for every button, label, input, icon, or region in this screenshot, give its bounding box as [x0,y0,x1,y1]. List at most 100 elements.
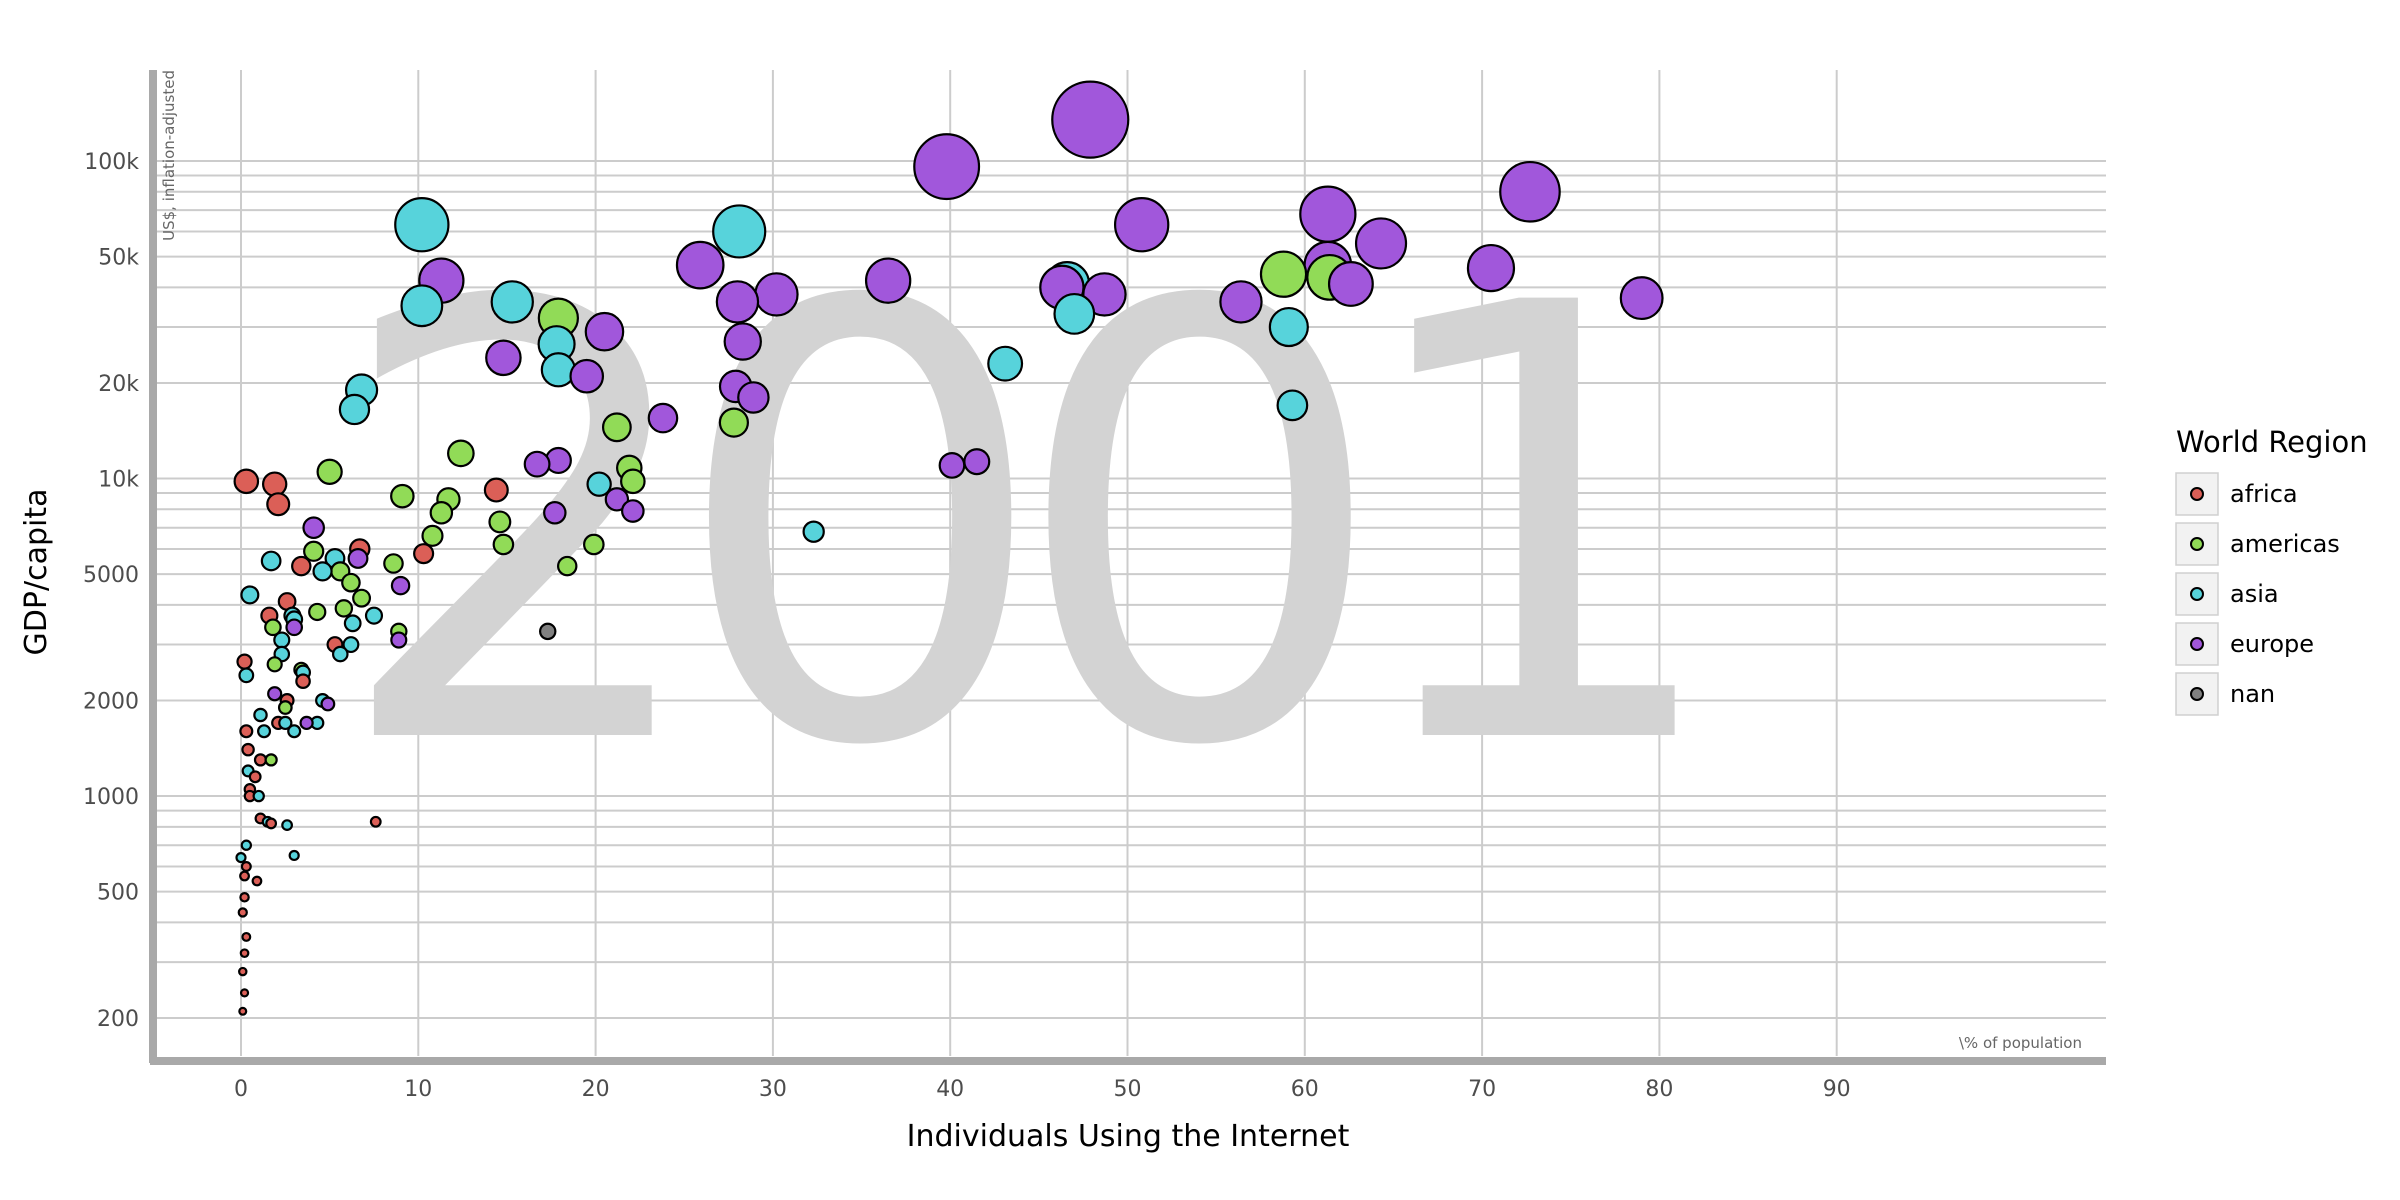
data-point-asia [400,284,444,328]
data-point-asia [802,520,825,543]
data-point-asia [332,645,349,663]
data-point-americas [303,540,325,562]
data-point-africa [241,742,255,757]
data-point-asia [260,550,282,572]
data-point-americas [421,524,444,547]
data-point-europe [543,501,567,525]
y-axis-title: GDP/capita [19,489,54,656]
data-point-africa [291,555,312,577]
data-point-europe [347,548,369,569]
data-point-asia [287,724,302,739]
data-point-europe [569,358,605,394]
data-point-americas [316,458,343,485]
data-point-europe [285,618,304,637]
data-point-europe [485,339,522,377]
data-point-europe [299,715,314,731]
data-point-africa [261,471,288,497]
data-point-africa [241,931,252,942]
data-point-asia [1053,292,1096,335]
data-point-asia [394,197,450,253]
data-point-asia [235,852,247,864]
data-point-asia [586,471,612,497]
legend-title: World Region [2176,425,2368,459]
data-point-asia [1276,389,1309,422]
data-point-europe [864,257,912,304]
data-point-americas [583,533,605,556]
y-tick-label: 2000 [83,689,139,714]
x-tick-label: 30 [759,1077,787,1102]
data-point-asia [1268,306,1309,348]
data-point-asia [312,561,333,582]
data-point-americas [429,501,454,525]
data-point-africa [236,653,253,670]
data-point-europe [1219,280,1263,324]
data-point-americas [718,407,749,438]
data-point-americas [308,602,327,622]
y-tick-label: 500 [97,881,139,906]
x-tick-label: 60 [1291,1077,1319,1102]
y-tick-label: 100k [84,150,139,175]
data-point-africa [238,966,248,977]
data-point-europe [267,686,283,702]
data-point-europe [715,280,760,324]
y-tick-label: 1000 [83,785,139,810]
data-point-asia [252,789,265,803]
data-point-europe [675,240,725,290]
legend-label-africa: africa [2230,480,2298,508]
data-point-asia [240,839,253,851]
data-point-africa [413,543,435,565]
axes [149,70,2106,1065]
legend-marker-africa [2190,487,2204,501]
x-tick-label: 70 [1468,1077,1496,1102]
y-tick-label: 10k [98,468,139,493]
data-point-europe [913,133,981,201]
data-point-europe [1051,80,1130,159]
data-point-americas [264,618,282,637]
data-point-africa [237,907,248,918]
data-point-africa [295,673,311,689]
data-point-africa [251,875,263,887]
data-point-asia [281,819,293,832]
data-point-europe [938,452,966,479]
legend-marker-americas [2190,537,2204,551]
x-tick-label: 0 [234,1077,248,1102]
data-point-europe [584,311,625,352]
data-point-americas [447,439,475,468]
data-point-americas [488,510,512,534]
data-point-europe [621,499,645,523]
legend-marker-asia [2190,587,2204,601]
data-point-africa [239,948,250,959]
data-point-europe [320,696,336,712]
scatter-points [233,80,1664,1016]
data-point-africa [483,477,509,503]
data-point-europe [1113,197,1170,253]
y-tick-label: 5000 [83,563,139,588]
legend-label-americas: americas [2230,530,2340,558]
data-point-asia [338,393,371,426]
legend-marker-nan [2190,687,2204,701]
data-point-americas [352,588,372,608]
data-point-africa [239,870,250,882]
data-point-europe [647,402,679,434]
legend-label-europe: europe [2230,630,2314,658]
x-tick-label: 20 [582,1077,610,1102]
x-tick-label: 50 [1114,1077,1142,1102]
data-point-africa [265,817,278,830]
legend-marker-europe [2190,637,2204,651]
x-axis-title: Individuals Using the Internet [907,1119,1350,1154]
data-point-americas [277,700,293,715]
data-point-asia [343,614,362,633]
data-point-africa [239,988,250,998]
data-point-africa [253,753,268,767]
data-point-americas [1259,250,1308,298]
y-tick-label: 50k [98,246,139,271]
data-point-africa [238,1006,248,1016]
legend-label-nan: nan [2230,680,2275,708]
data-point-asia [490,280,534,324]
data-point-nan [538,622,557,641]
data-point-europe [1619,276,1664,321]
data-point-asia [540,352,577,388]
data-point-europe [754,272,799,317]
data-point-asia [238,667,255,684]
